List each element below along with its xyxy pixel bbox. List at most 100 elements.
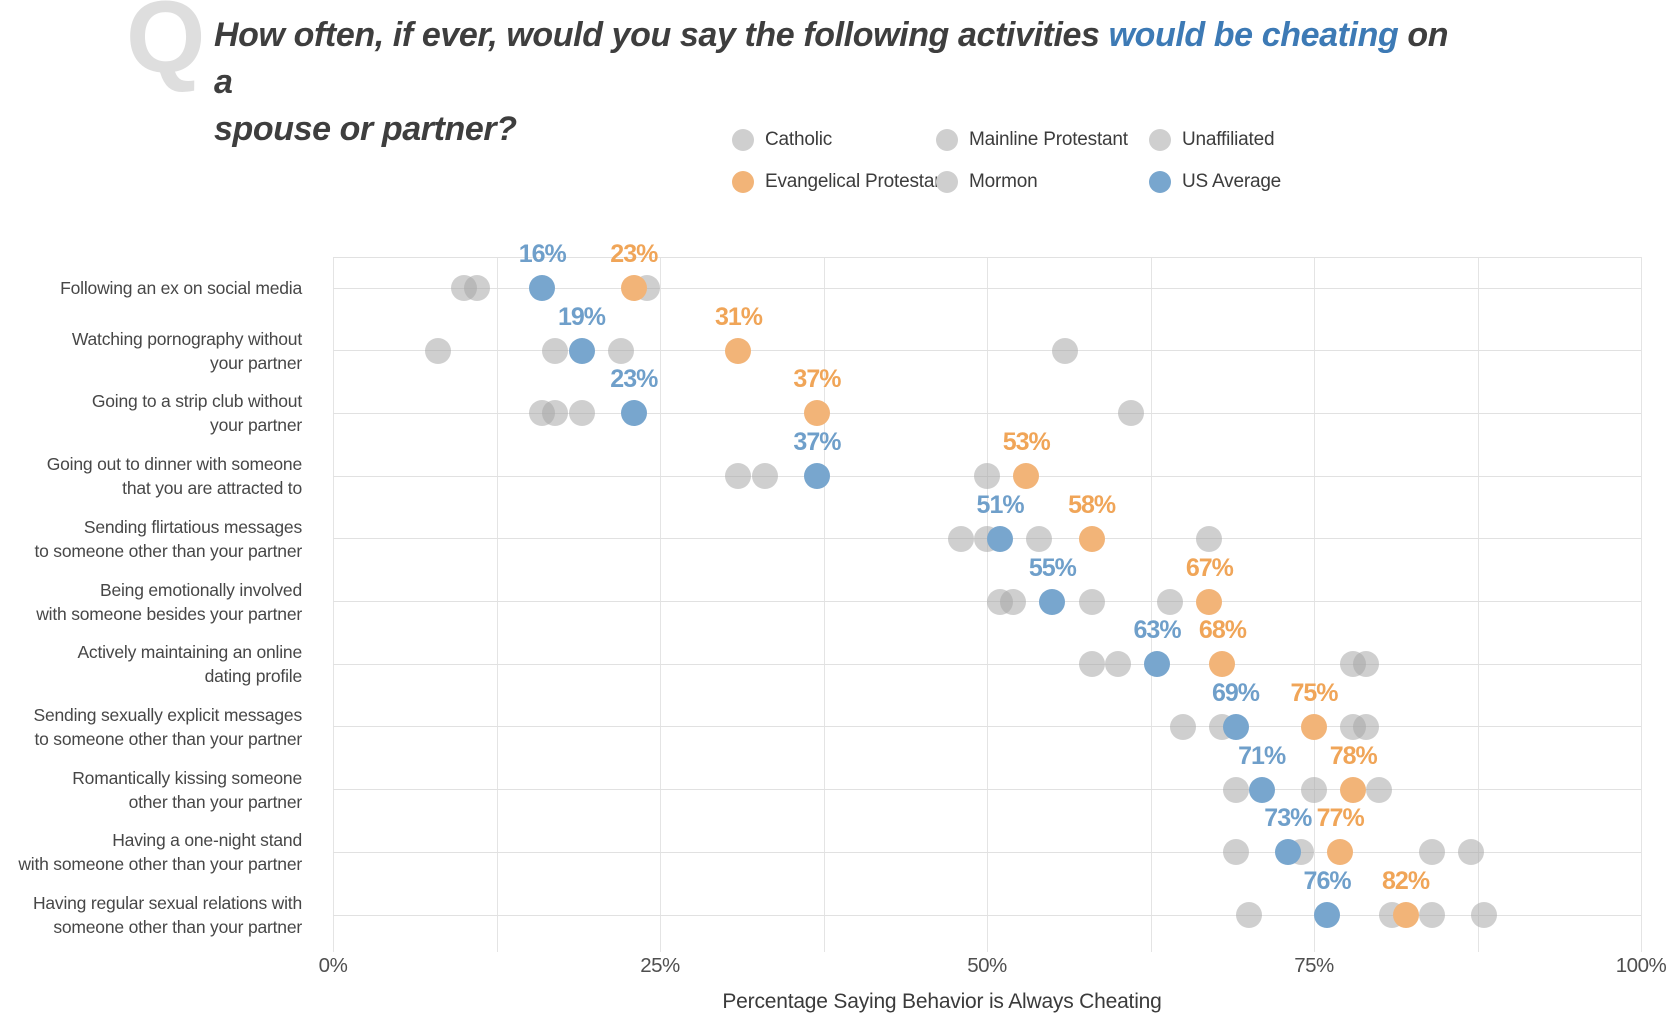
category-gridline xyxy=(333,601,1641,602)
x-axis-tick-label: 75% xyxy=(1294,954,1334,977)
us-average-dot xyxy=(987,525,1014,552)
legend: Catholic Mainline Protestant Unaffiliate… xyxy=(732,129,1349,193)
question-mark-glyph: Q xyxy=(126,0,206,94)
x-gridline xyxy=(823,257,825,952)
us-average-value-label: 76% xyxy=(1303,867,1352,895)
legend-item-catholic: Catholic xyxy=(732,129,936,151)
religious-group-dot xyxy=(607,337,634,364)
religious-group-dot xyxy=(1157,588,1184,615)
religious-group-dot xyxy=(542,337,569,364)
category-gridline xyxy=(333,412,1641,414)
category-gridline xyxy=(333,789,1641,791)
evangelical-value-label: 58% xyxy=(1068,490,1116,519)
religious-group-dot xyxy=(1000,588,1027,615)
category-gridline xyxy=(333,726,1641,728)
religious-group-dot xyxy=(1117,400,1144,427)
evangelical-value-label: 78% xyxy=(1329,741,1378,770)
us-average-dot-icon xyxy=(1149,171,1171,193)
us-average-value-label: 16% xyxy=(518,240,567,268)
x-gridline xyxy=(1150,257,1152,952)
religious-group-dot xyxy=(974,463,1000,490)
religious-group-dot xyxy=(1052,337,1079,364)
evangelical-protestant-dot xyxy=(1301,713,1327,740)
religious-group-dot xyxy=(424,337,451,364)
religious-group-dot xyxy=(463,275,490,301)
title-line2: spouse or partner? xyxy=(214,110,517,148)
category-label: Watching pornography without your partne… xyxy=(71,328,302,373)
x-gridline xyxy=(660,257,661,952)
x-gridline xyxy=(1314,257,1315,952)
legend-label: US Average xyxy=(1182,171,1282,192)
category-label: Having regular sexual relations with som… xyxy=(32,893,302,937)
category-label: Following an ex on social media xyxy=(60,278,302,298)
category-gridline xyxy=(333,663,1641,665)
religious-group-dot xyxy=(947,525,974,552)
evangelical-protestant-dot xyxy=(1209,651,1236,678)
evangelical-protestant-dot xyxy=(1340,776,1367,803)
evangelical-value-label: 23% xyxy=(610,240,658,268)
x-gridline xyxy=(496,257,498,952)
legend-label: Mormon xyxy=(969,171,1038,192)
category-label: Going out to dinner with someone that yo… xyxy=(46,454,302,499)
religious-group-dot xyxy=(1026,525,1053,552)
religious-group-dot xyxy=(1170,713,1197,740)
us-average-value-label: 19% xyxy=(557,302,606,331)
legend-item-unaffiliated: Unaffiliated xyxy=(1149,129,1349,151)
us-average-value-label: 55% xyxy=(1028,553,1077,582)
title-highlight: would be cheating xyxy=(1108,16,1399,54)
religious-group-dot xyxy=(1196,525,1223,552)
catholic-dot-icon xyxy=(732,129,754,151)
religious-group-dot xyxy=(568,400,595,427)
title-text-before: How often, if ever, would you say the fo… xyxy=(214,16,1109,54)
us-average-dot xyxy=(1222,713,1249,740)
evangelical-value-label: 68% xyxy=(1198,616,1247,645)
x-gridline xyxy=(1641,257,1642,952)
religious-group-dot xyxy=(751,463,778,490)
us-average-value-label: 69% xyxy=(1211,678,1260,707)
page-title: How often, if ever, would you say the fo… xyxy=(214,12,1474,153)
title-text-after: on a xyxy=(214,16,1449,101)
category-label: Actively maintaining an online dating pr… xyxy=(77,642,302,687)
religious-group-dot xyxy=(1457,839,1484,866)
evangelical-value-label: 67% xyxy=(1185,553,1234,582)
us-average-dot xyxy=(1274,839,1301,866)
religious-group-dot xyxy=(725,463,752,490)
us-average-value-label: 37% xyxy=(793,428,841,457)
religious-group-dot xyxy=(1222,776,1249,803)
us-average-dot xyxy=(1248,776,1275,803)
legend-item-mormon: Mormon xyxy=(936,171,1149,193)
religious-group-dot xyxy=(1366,776,1393,803)
religious-group-dot xyxy=(1078,588,1105,615)
legend-item-us-average: US Average xyxy=(1149,171,1349,193)
category-label: Having a one-night stand with someone ot… xyxy=(18,830,302,875)
us-average-value-label: 71% xyxy=(1238,741,1286,770)
us-average-dot xyxy=(1039,588,1066,615)
evangelical-protestant-dot xyxy=(1196,588,1223,615)
category-gridline xyxy=(333,851,1641,853)
x-axis-tick-label: 25% xyxy=(640,954,680,977)
evangelical-value-label: 37% xyxy=(793,365,841,394)
legend-item-mainline-protestant: Mainline Protestant xyxy=(936,129,1149,151)
religious-group-dot xyxy=(542,400,569,427)
religious-group-dot xyxy=(1078,651,1105,678)
category-gridline xyxy=(333,350,1641,352)
religious-group-dot xyxy=(1418,839,1445,866)
evangelical-protestant-dot xyxy=(1392,902,1419,928)
category-label: Sending sexually explicit messages to so… xyxy=(33,704,303,749)
legend-label: Evangelical Protestant xyxy=(765,171,950,192)
x-axis-tick-label: 100% xyxy=(1615,954,1667,977)
x-axis-tick-label: 0% xyxy=(318,954,348,977)
evangelical-value-label: 31% xyxy=(714,302,763,331)
us-average-dot xyxy=(1314,902,1341,928)
us-average-dot xyxy=(529,275,556,301)
evangelical-protestant-dot xyxy=(620,275,647,301)
category-label: Being emotionally involved with someone … xyxy=(36,579,302,624)
legend-label: Unaffiliated xyxy=(1182,129,1275,150)
evangelical-value-label: 82% xyxy=(1382,867,1430,895)
religious-group-dot xyxy=(1418,902,1445,928)
us-average-value-label: 23% xyxy=(610,365,658,394)
legend-label: Catholic xyxy=(765,129,833,150)
religious-group-dot xyxy=(1353,651,1380,678)
